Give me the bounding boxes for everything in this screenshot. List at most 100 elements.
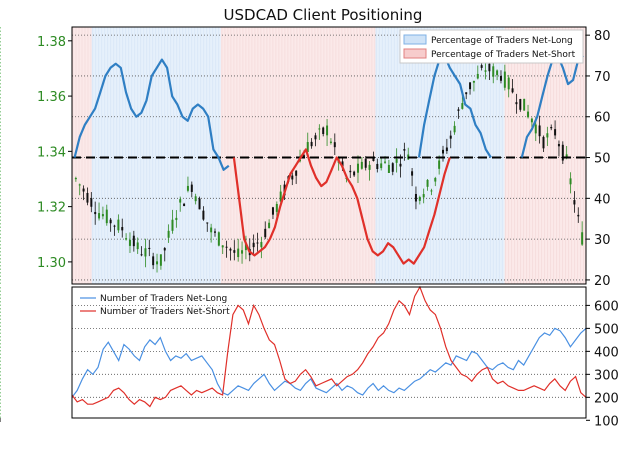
price-candle — [225, 246, 228, 248]
price-candle — [98, 213, 101, 219]
price-candle — [117, 219, 120, 231]
price-candle — [295, 170, 298, 176]
price-candle — [74, 177, 77, 180]
price-candle — [356, 163, 359, 173]
price-candle — [550, 127, 553, 129]
price-candle — [438, 160, 441, 169]
count-tick-label: 500 — [594, 322, 619, 337]
price-candle — [411, 171, 414, 176]
price-candle — [496, 70, 499, 76]
price-candle — [306, 142, 309, 153]
price-candle — [101, 214, 104, 217]
price-candle — [414, 193, 417, 202]
price-candle — [86, 192, 89, 203]
price-candle — [434, 177, 437, 182]
top-legend: Percentage of Traders Net-Long Percentag… — [399, 29, 584, 64]
price-candle — [387, 164, 390, 173]
price-candle — [488, 63, 491, 72]
count-tick-label: 300 — [594, 368, 619, 383]
price-candle — [171, 219, 174, 231]
price-candle — [372, 157, 375, 161]
price-candle — [213, 231, 216, 233]
price-candle — [322, 127, 325, 135]
legend-label-net-long-count: Number of Traders Net-Long — [100, 294, 227, 304]
price-candle — [395, 158, 398, 163]
price-candle — [186, 185, 189, 191]
count-tick-label: 400 — [594, 345, 619, 360]
price-candle — [472, 80, 475, 83]
price-candle — [291, 175, 294, 180]
pct-line-net-short-0 — [232, 148, 451, 265]
price-candle — [221, 245, 224, 248]
price-candle — [430, 190, 433, 192]
price-candle — [511, 88, 514, 93]
price-candle — [546, 133, 549, 138]
price-candle — [82, 188, 85, 192]
price-candle — [353, 171, 356, 176]
price-candle — [457, 109, 460, 111]
price-candle — [573, 200, 576, 205]
price-candle — [329, 141, 332, 143]
price-candle — [503, 71, 506, 88]
pct-tick-label: 80 — [594, 29, 611, 44]
price-tick-label: 1.32 — [37, 201, 66, 216]
count-line-net-short — [71, 285, 587, 408]
price-candle — [360, 161, 363, 169]
price-tick-label: 1.34 — [37, 145, 66, 160]
price-candle — [156, 261, 159, 265]
price-candle — [384, 161, 387, 163]
price-candle — [190, 184, 193, 192]
count-tick-label: 200 — [594, 391, 619, 406]
price-candle — [167, 230, 170, 238]
price-candle — [121, 227, 124, 231]
price-candle — [125, 238, 128, 240]
price-candle — [449, 135, 452, 139]
price-candle — [333, 142, 336, 148]
price-candle — [326, 125, 329, 136]
legend-label-net-short-count: Number of Traders Net-Short — [100, 307, 230, 317]
pct-tick-label: 50 — [594, 152, 611, 167]
price-candle — [202, 210, 205, 220]
price-candle — [144, 248, 147, 257]
price-candle — [445, 147, 448, 152]
price-candle — [476, 73, 479, 79]
price-candle — [217, 232, 220, 246]
price-candle — [183, 203, 186, 207]
price-candle — [252, 242, 255, 248]
price-candle — [523, 98, 526, 111]
price-candle — [105, 209, 108, 224]
chart-title: USDCAD Client Positioning — [224, 6, 423, 24]
price-candle — [469, 82, 472, 90]
price-candle — [94, 211, 97, 215]
legend-swatch-net-short-pct — [403, 48, 427, 59]
price-candle — [341, 161, 344, 168]
price-candle — [565, 154, 568, 157]
price-candle — [530, 118, 533, 123]
price-candle — [349, 170, 352, 173]
price-candle — [314, 135, 317, 140]
price-candle — [380, 163, 383, 169]
region-net-short-2 — [220, 27, 376, 284]
pct-line-net-long-0 — [73, 58, 230, 171]
pct-tick-label: 60 — [594, 111, 611, 126]
bottom-legend: Number of Traders Net-Long Number of Tra… — [80, 294, 230, 317]
price-candle — [78, 184, 81, 186]
price-candle — [499, 75, 502, 81]
price-candle — [484, 70, 487, 72]
price-candle — [538, 125, 541, 137]
price-candle — [140, 254, 143, 256]
price-candle — [465, 92, 468, 95]
price-candle — [148, 247, 151, 250]
price-candle — [229, 248, 232, 251]
price-candle — [210, 227, 213, 233]
price-candle — [152, 256, 155, 266]
legend-label-net-short-pct: Percentage of Traders Net-Short — [431, 50, 576, 60]
price-candle — [515, 102, 518, 105]
price-candle — [256, 242, 259, 244]
price-candle — [90, 198, 93, 207]
price-candle — [198, 198, 201, 210]
bottom-panel: 100 200 300 400 500 600 Number of Traders Net… — [0, 285, 619, 429]
price-candle — [376, 163, 379, 170]
price-candle — [581, 232, 584, 245]
